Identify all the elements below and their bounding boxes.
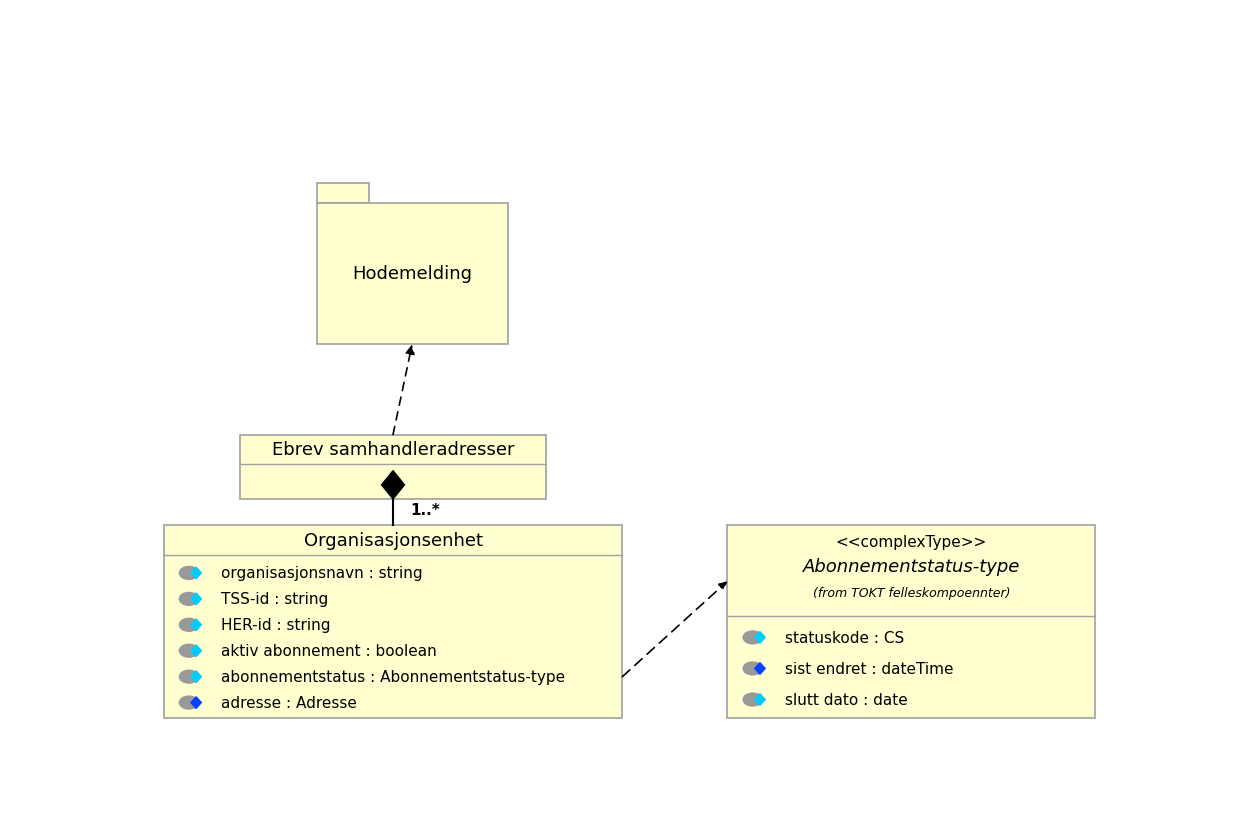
Circle shape [179,619,199,631]
Text: Abonnementstatus-type: Abonnementstatus-type [803,557,1020,575]
Text: Organisasjonsenhet: Organisasjonsenhet [303,531,482,549]
Bar [240,435,546,499]
Polygon shape [191,619,201,631]
Polygon shape [755,663,766,675]
Polygon shape [191,645,201,657]
Circle shape [743,662,762,675]
Text: HER-id : string: HER-id : string [221,618,330,633]
Polygon shape [191,671,201,683]
Polygon shape [381,472,404,499]
Text: aktiv abonnement : boolean: aktiv abonnement : boolean [221,644,436,659]
Text: abonnementstatus : Abonnementstatus-type: abonnementstatus : Abonnementstatus-type [221,670,565,685]
Circle shape [179,567,199,579]
Text: sist endret : dateTime: sist endret : dateTime [784,661,953,676]
Text: organisasjonsnavn : string: organisasjonsnavn : string [221,566,423,581]
Text: 1..*: 1..* [411,502,440,517]
Circle shape [743,631,762,644]
Bar [164,525,623,718]
Circle shape [179,696,199,709]
Circle shape [743,693,762,706]
Text: <<complexType>>: <<complexType>> [836,534,988,549]
Circle shape [179,593,199,605]
Bar [317,203,508,345]
Circle shape [179,670,199,683]
Text: slutt dato : date: slutt dato : date [784,692,907,707]
Polygon shape [191,697,201,709]
Circle shape [179,645,199,657]
Text: Ebrev samhandleradresser: Ebrev samhandleradresser [271,441,514,458]
Polygon shape [191,594,201,605]
Text: (from TOKT felleskompoennter): (from TOKT felleskompoennter) [813,587,1010,599]
Text: TSS-id : string: TSS-id : string [221,592,328,607]
Text: statuskode : CS: statuskode : CS [784,630,904,645]
Polygon shape [755,694,766,706]
Polygon shape [755,632,766,644]
Bar [727,525,1095,718]
Polygon shape [191,568,201,579]
Bar [317,184,369,203]
Text: Hodemelding: Hodemelding [353,265,472,283]
Text: adresse : Adresse: adresse : Adresse [221,696,356,711]
